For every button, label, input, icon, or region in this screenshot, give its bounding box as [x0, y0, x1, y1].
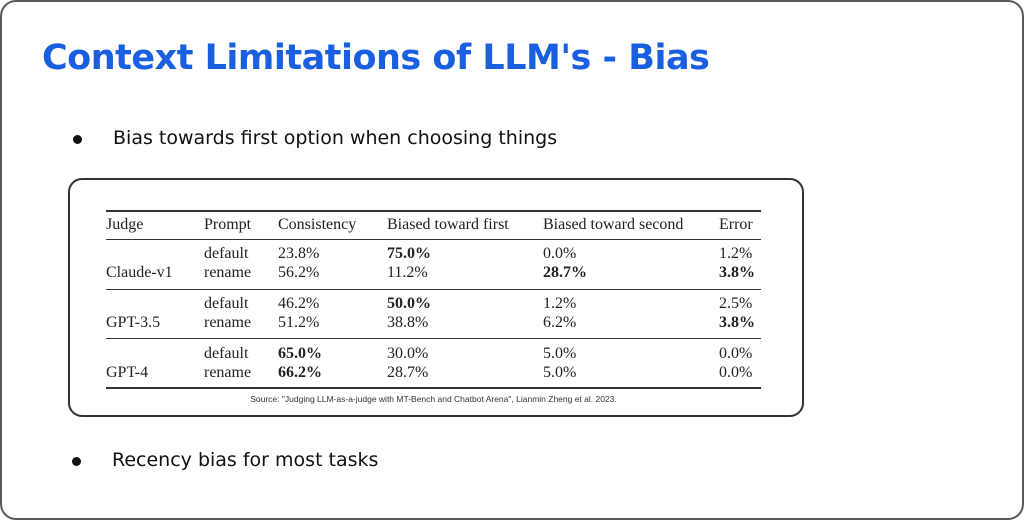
slide-title: Context Limitations of LLM's - Bias [42, 38, 710, 78]
first-cell: 28.7% [387, 364, 429, 381]
header-biased-second: Biased toward second [543, 216, 684, 233]
prompt-cell: rename [204, 364, 252, 381]
judge-cell: Claude-v1 [106, 264, 173, 281]
second-cell: 6.2% [543, 314, 577, 331]
header-error: Error [719, 216, 753, 233]
header-biased-first: Biased toward first [387, 216, 509, 233]
error-cell: 0.0% [719, 364, 753, 381]
consistency-cell: 65.0% [278, 345, 322, 362]
first-cell: 50.0% [387, 295, 431, 312]
error-cell: 3.8% [719, 314, 755, 331]
header-rule [106, 239, 761, 240]
prompt-cell: rename [204, 314, 252, 331]
source-citation: Source: "Judging LLM-as-a-judge with MT-… [250, 394, 617, 404]
consistency-cell: 56.2% [278, 264, 320, 281]
bullet-text: Bias towards first option when choosing … [113, 127, 558, 149]
bullet-dot-icon [72, 457, 81, 466]
second-cell: 5.0% [543, 345, 577, 362]
consistency-cell: 46.2% [278, 295, 320, 312]
second-cell: 1.2% [543, 295, 577, 312]
prompt-cell: default [204, 345, 249, 362]
first-cell: 38.8% [387, 314, 429, 331]
header-prompt: Prompt [204, 216, 252, 233]
table-top-rule [106, 210, 761, 212]
consistency-cell: 23.8% [278, 245, 320, 262]
second-cell: 0.0% [543, 245, 577, 262]
first-cell: 30.0% [387, 345, 429, 362]
group-rule [106, 289, 761, 290]
bullet-dot-icon [73, 135, 82, 144]
error-cell: 3.8% [719, 264, 755, 281]
group-rule [106, 338, 761, 339]
judge-cell: GPT-3.5 [106, 314, 161, 331]
first-cell: 11.2% [387, 264, 428, 281]
header-judge: Judge [106, 216, 144, 233]
header-consistency: Consistency [278, 216, 357, 233]
error-cell: 0.0% [719, 345, 753, 362]
prompt-cell: rename [204, 264, 252, 281]
prompt-cell: default [204, 295, 249, 312]
table-figure: Judge Prompt Consistency Biased toward f… [68, 178, 804, 417]
table-bottom-rule [106, 387, 761, 389]
second-cell: 5.0% [543, 364, 577, 381]
consistency-cell: 51.2% [278, 314, 320, 331]
error-cell: 2.5% [719, 295, 753, 312]
judge-cell: GPT-4 [106, 364, 149, 381]
prompt-cell: default [204, 245, 249, 262]
consistency-cell: 66.2% [278, 364, 322, 381]
second-cell: 28.7% [543, 264, 587, 281]
first-cell: 75.0% [387, 245, 431, 262]
error-cell: 1.2% [719, 245, 753, 262]
bullet-text: Recency bias for most tasks [112, 449, 379, 471]
